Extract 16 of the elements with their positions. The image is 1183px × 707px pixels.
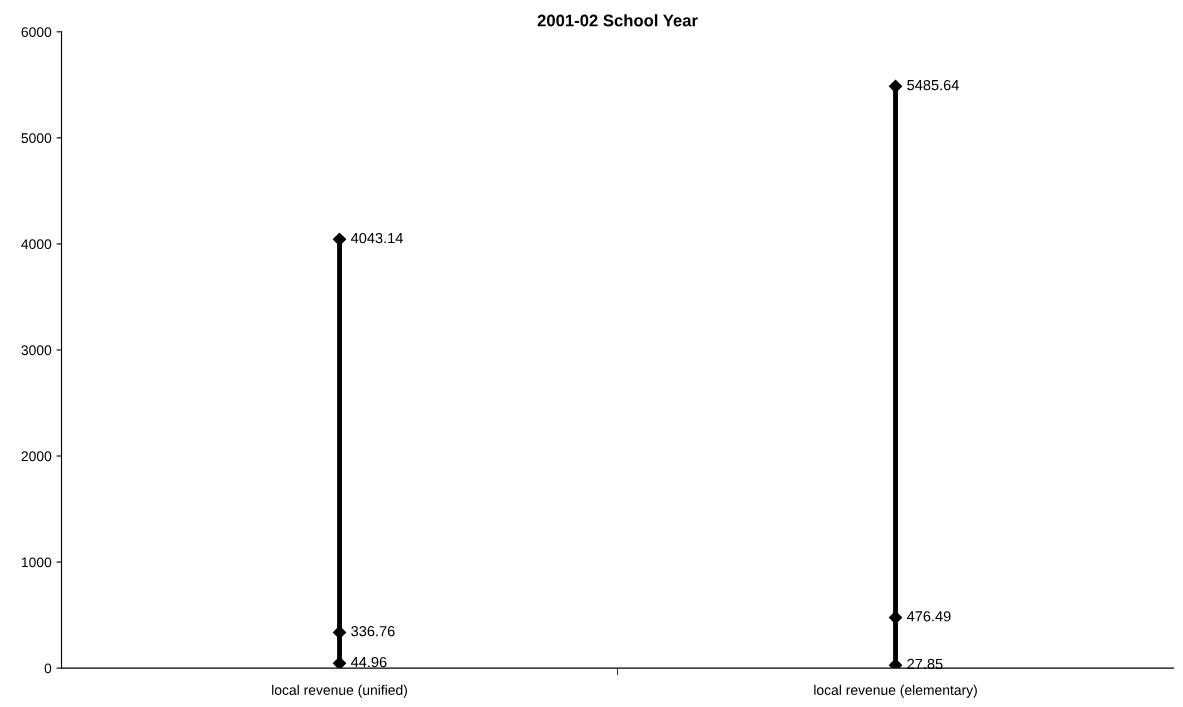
y-tick-label: 4000 [21,239,52,250]
data-label: 4043.14 [350,232,403,244]
y-tick-label: 2000 [21,451,52,462]
y-tick-label: 5000 [21,133,52,144]
data-label: 336.76 [351,625,395,637]
chart-title: 2001-02 School Year [537,14,698,27]
y-tick-label: 3000 [21,345,52,356]
data-label: 44.96 [350,656,387,668]
x-tick-label: local revenue (unified) [272,684,407,698]
y-tick-label: 6000 [21,27,52,37]
y-tick-label: 0 [44,663,52,674]
data-label: 476.49 [906,611,951,622]
data-label: 5485.64 [907,79,959,91]
y-tick-label: 1000 [21,557,52,568]
x-tick-label: local revenue (elementary) [814,684,977,698]
data-label: 27.85 [907,658,943,670]
